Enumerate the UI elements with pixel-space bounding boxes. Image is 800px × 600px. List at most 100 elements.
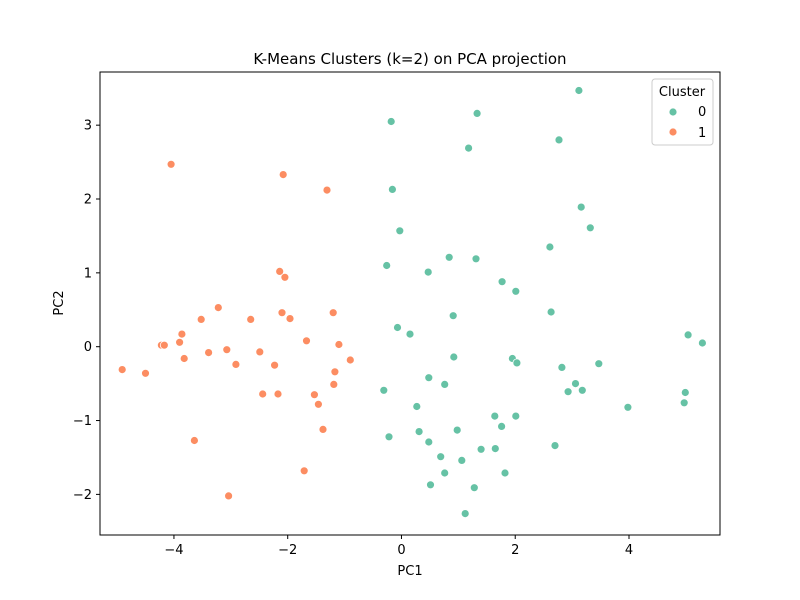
legend-label-cluster-1: 1 [698,126,706,141]
data-point-cluster-1 [334,340,344,349]
data-point-cluster-0 [698,338,707,348]
data-point-cluster-0 [546,307,556,317]
plot-frame [99,71,721,536]
data-point-cluster-1 [224,491,234,501]
data-point-cluster-0 [550,441,560,451]
data-point-cluster-1 [204,348,214,358]
data-point-cluster-0 [436,452,446,462]
data-point-cluster-0 [679,398,689,408]
legend-marker-cluster-1 [668,127,678,137]
data-point-cluster-1 [278,170,288,180]
data-point-cluster-1 [345,355,355,365]
data-point-cluster-0 [680,388,690,397]
data-point-cluster-0 [452,425,462,435]
data-point-cluster-0 [512,358,522,368]
data-point-cluster-0 [511,411,521,421]
data-point-cluster-0 [412,402,422,411]
data-point-cluster-1 [329,379,339,389]
data-point-cluster-0 [476,444,486,454]
data-point-cluster-1 [179,354,189,363]
data-point-cluster-0 [571,379,580,389]
data-point-cluster-0 [449,352,459,362]
data-point-cluster-0 [554,135,564,145]
x-axis-label: PC1 [397,564,422,579]
data-point-cluster-0 [472,109,482,118]
data-point-cluster-1 [299,466,309,476]
data-point-cluster-1 [330,367,340,377]
data-point-cluster-1 [189,436,199,445]
x-tick-label: −2 [278,543,297,558]
data-point-cluster-1 [196,314,206,324]
data-point-cluster-0 [423,267,433,277]
data-point-cluster-1 [275,266,285,276]
data-point-cluster-0 [444,252,454,262]
data-point-cluster-0 [623,402,633,412]
x-tick-label: 2 [511,543,519,558]
data-point-cluster-1 [313,399,323,409]
data-point-cluster-0 [490,444,500,454]
data-point-cluster-1 [277,308,287,318]
data-point-cluster-0 [511,286,521,296]
data-point-cluster-0 [426,480,435,490]
data-point-cluster-1 [302,336,311,346]
x-tick-label: 4 [625,543,633,558]
data-point-cluster-1 [322,185,332,195]
data-point-cluster-1 [246,314,256,324]
data-point-cluster-0 [574,86,584,95]
data-point-cluster-0 [457,455,467,465]
data-point-cluster-0 [414,427,424,437]
legend: Cluster 0 1 [651,78,714,146]
data-point-cluster-0 [386,117,396,126]
points-layer [117,86,707,518]
data-point-cluster-0 [379,385,389,395]
data-point-cluster-0 [387,184,397,194]
y-axis-label: PC2 [52,290,67,315]
data-point-cluster-0 [384,432,394,442]
data-point-cluster-0 [469,483,479,493]
data-point-cluster-0 [464,143,474,153]
data-point-cluster-0 [497,277,507,287]
legend-label-cluster-0: 0 [698,105,706,120]
data-point-cluster-1 [117,365,127,375]
data-point-cluster-0 [393,323,402,332]
data-point-cluster-0 [382,261,392,270]
data-point-cluster-1 [318,424,328,434]
data-point-cluster-0 [497,421,507,431]
data-point-cluster-0 [424,437,434,447]
data-point-cluster-1 [231,359,241,369]
data-point-cluster-0 [576,202,586,212]
chart-title: K-Means Clusters (k=2) on PCA projection [253,50,566,68]
data-point-cluster-0 [440,468,450,478]
data-point-cluster-0 [405,329,415,339]
data-point-cluster-1 [270,360,280,370]
y-tick-label: 1 [84,266,92,281]
data-point-cluster-0 [490,411,500,421]
data-point-cluster-1 [213,303,223,313]
data-point-cluster-1 [280,272,290,282]
data-point-cluster-0 [683,330,693,340]
data-point-cluster-1 [328,308,338,318]
data-point-cluster-1 [255,347,265,357]
data-point-cluster-0 [424,373,434,383]
data-point-cluster-0 [460,509,470,518]
data-point-cluster-1 [177,329,187,339]
data-point-cluster-1 [273,389,283,399]
data-point-cluster-0 [585,223,595,233]
data-point-cluster-1 [285,314,295,324]
data-point-cluster-1 [309,390,319,400]
y-tick-label: 3 [84,119,92,134]
x-tick-label: 0 [397,543,405,558]
data-point-cluster-0 [440,379,450,389]
data-point-cluster-0 [577,385,587,395]
y-axis: −2 −1 0 1 2 3 [73,119,100,503]
legend-box [651,78,714,146]
data-point-cluster-0 [557,362,567,372]
data-point-cluster-0 [395,226,405,236]
data-point-cluster-0 [471,254,481,264]
data-point-cluster-0 [545,242,555,252]
y-tick-label: −1 [73,414,92,429]
y-tick-label: 0 [84,340,92,355]
data-point-cluster-1 [258,389,268,399]
y-tick-label: 2 [84,193,92,208]
